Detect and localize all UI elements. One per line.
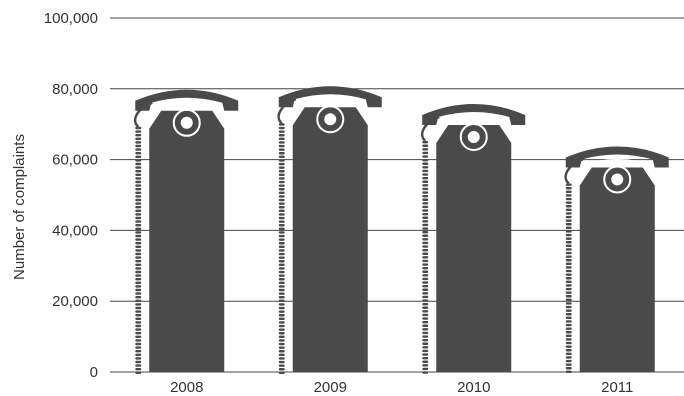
bar-body	[436, 124, 512, 373]
bar	[277, 86, 382, 375]
y-tick-label: 60,000	[52, 152, 98, 169]
y-tick-label: 40,000	[52, 222, 98, 239]
y-axis-ticks: 0 20,000 40,000 60,000 80,000 100,000	[44, 10, 98, 381]
phone-dial	[459, 122, 488, 151]
bar-body	[292, 107, 368, 372]
x-tick-label: 2008	[170, 379, 203, 396]
y-tick-label: 100,000	[44, 10, 98, 27]
phone-receiver	[422, 103, 526, 125]
bars	[133, 86, 669, 375]
x-tick-label: 2011	[601, 379, 633, 396]
phone-receiver	[565, 146, 669, 168]
phone-dial	[172, 108, 201, 137]
phone-receiver	[278, 86, 382, 108]
y-tick-label: 20,000	[52, 293, 98, 310]
bar-body	[149, 110, 225, 373]
bar	[133, 89, 239, 374]
x-axis-ticks: 2008 2009 2010 2011	[170, 379, 633, 396]
bar-body	[579, 167, 655, 372]
phone-receiver	[135, 89, 239, 111]
y-tick-label: 80,000	[52, 81, 98, 98]
bar	[420, 103, 526, 374]
bar	[564, 146, 669, 374]
phone-cord	[133, 101, 153, 374]
y-axis-label: Number of complaints	[11, 134, 28, 280]
phone-dial	[603, 165, 632, 194]
y-tick-label: 0	[90, 364, 98, 381]
phone-dial	[316, 105, 345, 134]
x-tick-label: 2010	[457, 379, 490, 396]
x-tick-label: 2009	[314, 379, 347, 396]
